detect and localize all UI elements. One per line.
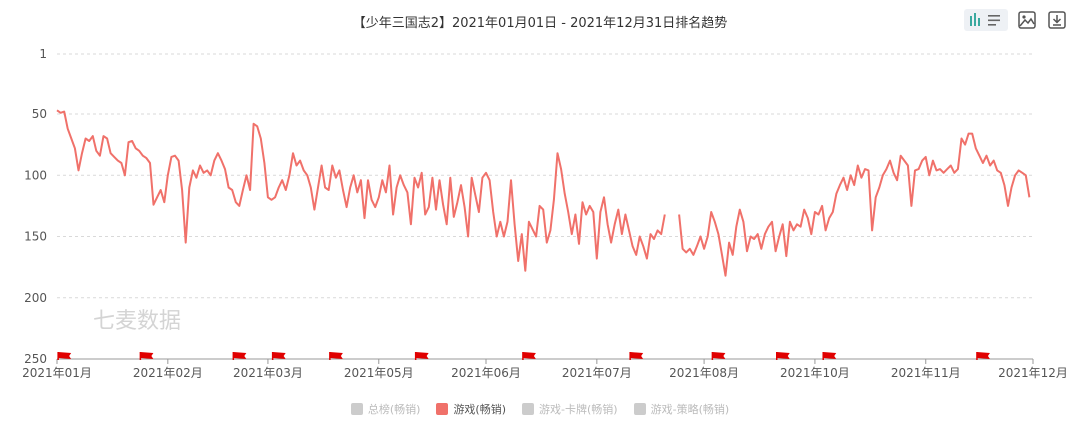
event-flag-icon[interactable] <box>271 352 286 360</box>
x-tick-label: 2021年12月 <box>998 366 1068 380</box>
y-tick-label: 150 <box>24 230 47 244</box>
y-tick-label: 50 <box>32 107 47 121</box>
event-flag-icon[interactable] <box>414 352 429 360</box>
event-flag-icon[interactable] <box>629 352 644 360</box>
event-flag-icon[interactable] <box>711 352 726 360</box>
legend-swatch <box>633 403 646 415</box>
legend-item[interactable]: 游戏(畅销) <box>436 401 506 417</box>
event-flag-icon[interactable] <box>775 352 790 360</box>
save-image-button[interactable] <box>1016 9 1038 31</box>
y-tick-label: 1 <box>39 47 47 61</box>
event-flags <box>57 352 990 360</box>
legend-swatch <box>436 403 449 415</box>
event-flag-icon[interactable] <box>976 352 990 360</box>
event-flag-icon[interactable] <box>232 352 247 360</box>
x-axis: 2021年01月 2021年02月 2021年03月 2021年05月 2021年06月… <box>22 358 1068 380</box>
event-flag-icon[interactable] <box>822 352 837 360</box>
watermark: 七麦数据 <box>93 309 181 334</box>
chart-toolbar <box>964 9 1068 31</box>
event-flag-icon[interactable] <box>57 352 72 360</box>
series-line-0 <box>56 109 666 272</box>
legend-item[interactable]: 游戏-策略(畅销) <box>633 401 730 417</box>
x-tick-label: 2021年08月 <box>669 366 739 380</box>
x-tick-label: 2021年11月 <box>891 366 961 380</box>
save-image-icon <box>1018 11 1036 29</box>
chart-type-toggle[interactable] <box>964 9 1008 31</box>
y-tick-label: 250 <box>24 352 47 366</box>
x-tick-label: 2021年05月 <box>344 366 414 380</box>
series-lines <box>56 109 1031 277</box>
x-tick-label: 2021年07月 <box>562 366 632 380</box>
x-tick-label: 2021年02月 <box>133 366 203 380</box>
y-tick-label: 200 <box>24 291 47 305</box>
y-gridlines <box>57 53 1033 299</box>
x-tick-label: 2021年06月 <box>451 366 521 380</box>
legend-item[interactable]: 总榜(畅销) <box>350 401 421 417</box>
x-tick-label: 2021年10月 <box>780 366 850 380</box>
event-flag-icon[interactable] <box>329 352 343 360</box>
legend-label: 游戏(畅销) <box>453 403 507 416</box>
legend-swatch <box>350 403 363 415</box>
event-flag-icon[interactable] <box>522 352 536 360</box>
x-tick-label: 2021年01月 <box>22 366 92 380</box>
chart-title: 【少年三国志2】2021年01月01日 - 2021年12月31日排名趋势 <box>352 16 728 31</box>
event-flag-icon[interactable] <box>139 352 154 360</box>
legend-label: 游戏-卡牌(畅销) <box>539 403 618 416</box>
legend: 总榜(畅销) 游戏(畅销) 游戏-卡牌(畅销) 游戏-策略(畅销) <box>0 401 1080 417</box>
x-tick-label: 2021年03月 <box>233 366 303 380</box>
download-button[interactable] <box>1046 9 1068 31</box>
y-tick-label: 100 <box>24 168 47 182</box>
chart-type-icon <box>970 13 1000 26</box>
legend-swatch <box>522 403 535 415</box>
legend-label: 总榜(畅销) <box>367 403 421 416</box>
series-line-1 <box>678 132 1031 277</box>
legend-label: 游戏-策略(畅销) <box>650 403 730 416</box>
legend-item[interactable]: 游戏-卡牌(畅销) <box>522 401 618 417</box>
download-icon <box>1048 11 1066 29</box>
